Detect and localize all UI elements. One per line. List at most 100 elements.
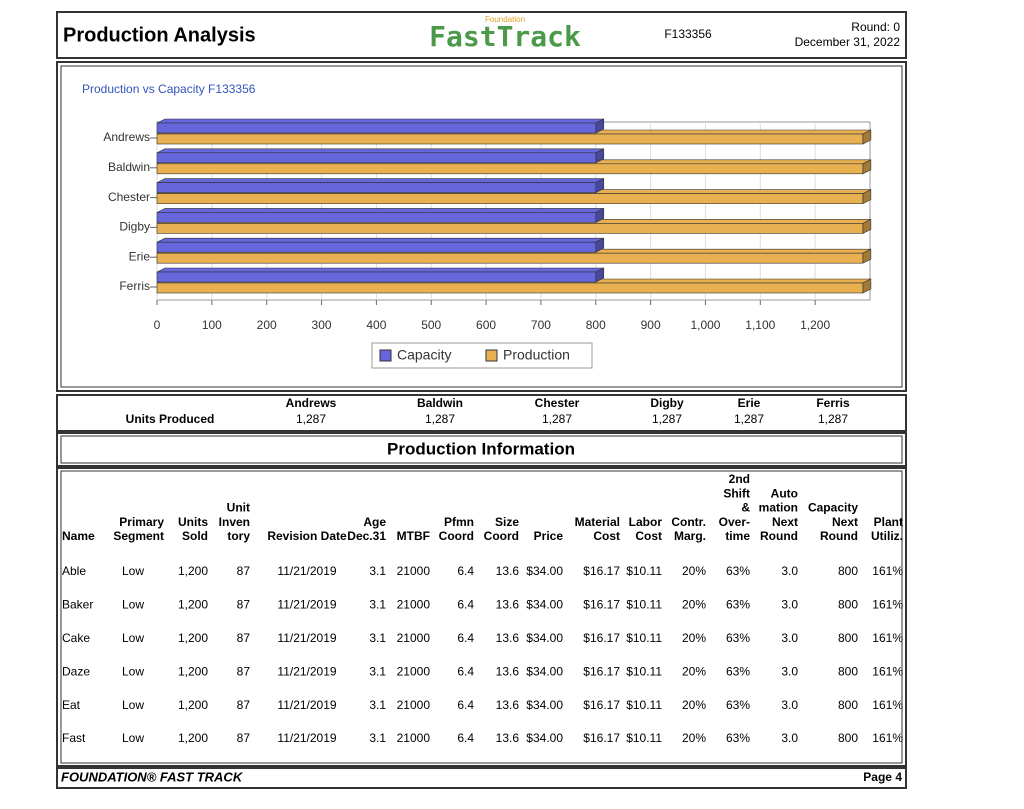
table-cell: $10.11 [626,598,662,612]
footer-left: FOUNDATION® FAST TRACK [61,769,244,784]
column-header: Marg. [674,529,706,543]
table-box [56,467,907,767]
table-cell: 3.0 [781,698,798,712]
column-header: Dec.31 [347,529,386,543]
column-header: Cost [635,529,662,543]
column-header: Round [760,529,798,543]
legend-box [371,342,593,369]
section-title: Production Information [387,439,575,458]
table-cell: Daze [62,664,90,678]
logo-small: Foundation [485,15,525,24]
table-cell: 3.0 [781,631,798,645]
table-cell: 87 [237,698,251,712]
table-cell: 63% [726,731,750,745]
y-tick-label: Chester [108,190,150,204]
column-header: Over- [719,515,750,529]
table-cell: 63% [726,631,750,645]
table-cell: 87 [237,631,251,645]
footer-right: Page 4 [863,770,902,784]
table-cell: 87 [237,664,251,678]
table-cell: 63% [726,564,750,578]
column-header: Primary [119,515,164,529]
column-header: time [725,529,750,543]
company-name: Baldwin [417,396,463,410]
table-cell: 3.0 [781,731,798,745]
x-tick-label: 600 [476,318,496,332]
table-cell: 11/21/2019 [277,598,336,612]
table-cell: $34.00 [526,598,563,612]
table-cell: 1,200 [178,698,208,712]
table-cell: 161% [872,731,903,745]
bar-top [156,237,604,243]
x-tick-label: 1,100 [745,318,775,332]
table-cell: 13.6 [496,664,520,678]
units-value: 1,287 [296,412,326,426]
column-header: Price [534,529,564,543]
column-header: Age [363,515,386,529]
column-header: Size [495,515,519,529]
bar-top [156,208,604,213]
table-cell: 6.4 [457,698,474,712]
bar [156,163,864,175]
x-tick-label: 300 [312,318,332,332]
table-cell: 6.4 [457,598,474,612]
table-cell: 3.1 [369,564,386,578]
units-value: 1,287 [542,412,572,426]
units-value: 1,287 [818,412,848,426]
table-cell: 3.0 [781,564,798,578]
table-cell: $10.11 [626,731,662,745]
table-cell: Low [122,731,144,745]
table-cell: 6.4 [457,731,474,745]
table-cell: 20% [682,731,706,745]
legend-swatch [379,349,392,362]
chart-inner [60,65,903,388]
units-value: 1,287 [734,412,764,426]
table-cell: 161% [872,631,903,645]
table-cell: Low [122,631,144,645]
table-cell: 11/21/2019 [277,731,336,745]
company-name: Erie [738,396,761,410]
table-cell: 800 [838,564,858,578]
table-cell: 13.6 [496,564,520,578]
company-name: Chester [535,396,580,410]
table-cell: 1,200 [178,564,208,578]
units-value: 1,287 [425,412,455,426]
bar [156,271,597,283]
x-tick-label: 800 [586,318,606,332]
section-inner [60,435,903,464]
column-header: & [741,501,750,515]
table-cell: 87 [237,731,251,745]
footer-box [56,767,907,789]
table-cell: $16.17 [583,698,620,712]
table-cell: 3.1 [369,664,386,678]
company-name: Andrews [286,396,337,410]
table-cell: 1,200 [178,664,208,678]
column-header: Segment [113,529,164,543]
bar [156,133,864,145]
table-cell: 63% [726,664,750,678]
x-tick-label: 900 [641,318,661,332]
bar-top [156,178,604,183]
table-cell: 20% [682,631,706,645]
y-tick-label: Ferris [119,279,150,293]
table-cell: 87 [237,598,251,612]
table-cell: Eat [62,698,81,712]
column-header: Sold [182,529,208,543]
bar-top [156,267,604,273]
table-cell: $10.11 [626,698,662,712]
table-cell: $34.00 [526,564,563,578]
table-cell: 161% [872,698,903,712]
table-cell: $10.11 [626,664,662,678]
table-cell: 13.6 [496,698,520,712]
x-tick-label: 0 [154,318,161,332]
y-tick-label: Erie [129,249,151,263]
table-cell: 63% [726,698,750,712]
table-cell: 20% [682,564,706,578]
table-cell: 13.6 [496,631,520,645]
column-header: Shift [723,486,750,500]
x-tick-label: 400 [366,318,386,332]
table-cell: Baker [62,598,93,612]
table-cell: 11/21/2019 [277,631,336,645]
bar [156,241,597,253]
